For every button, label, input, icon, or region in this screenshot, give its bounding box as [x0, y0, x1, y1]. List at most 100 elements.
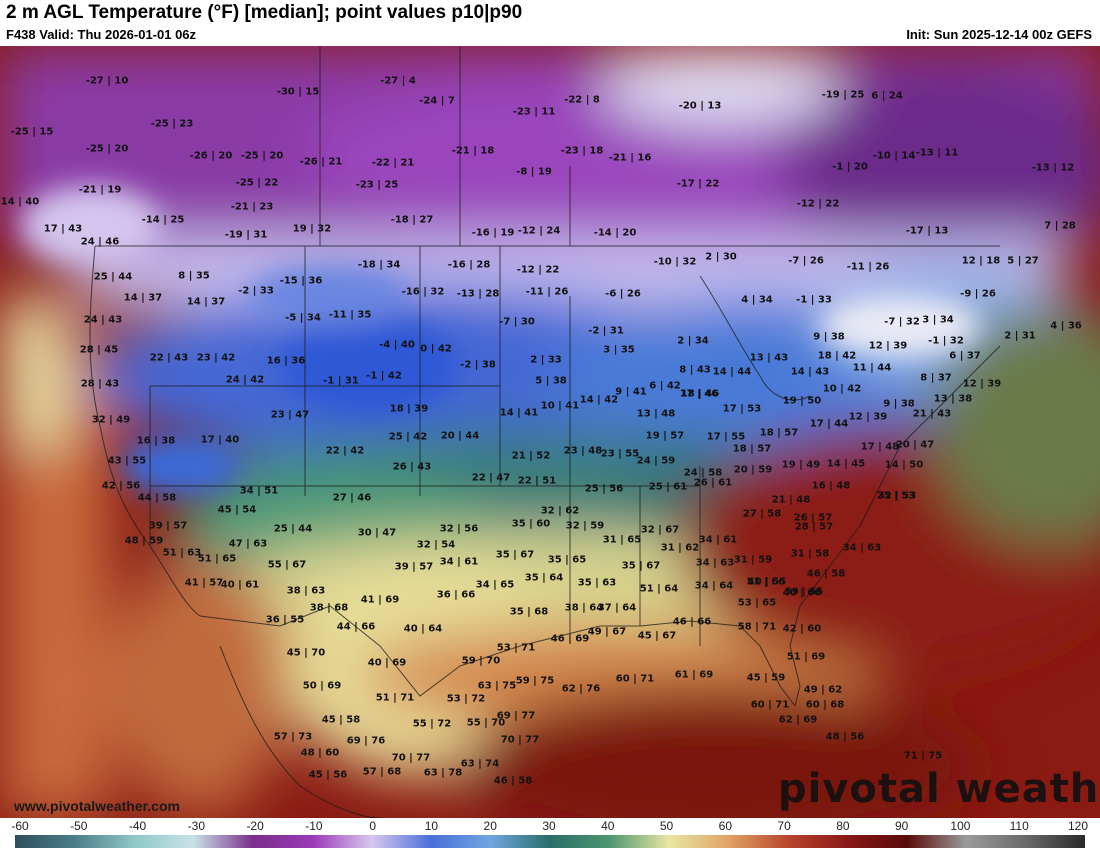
- point-value: 38 | 68: [309, 602, 349, 614]
- point-value: -7 | 30: [499, 316, 535, 328]
- point-value: -11 | 35: [328, 309, 372, 321]
- point-value: 18 | 42: [817, 350, 857, 362]
- point-value: 8 | 43: [679, 364, 711, 376]
- point-value: 19 | 50: [782, 395, 822, 407]
- point-value: 45 | 54: [217, 504, 257, 516]
- point-value: -23 | 11: [512, 106, 556, 118]
- point-value: 19 | 57: [645, 430, 685, 442]
- point-value: -10 | 32: [653, 256, 697, 268]
- point-value: 22 | 43: [149, 352, 189, 364]
- point-value: 32 | 56: [439, 523, 479, 535]
- point-value: -14 | 25: [141, 214, 185, 226]
- point-value: -7 | 32: [884, 316, 920, 328]
- point-value: 7 | 28: [1044, 220, 1076, 232]
- point-value: 24 | 42: [225, 374, 265, 386]
- point-value: -14 | 20: [593, 227, 637, 239]
- point-value: 42 | 56: [101, 480, 141, 492]
- point-value: -20 | 13: [678, 100, 722, 112]
- point-value: 46 | 58: [806, 568, 846, 580]
- point-value: -1 | 42: [366, 370, 402, 382]
- point-value: 31 | 62: [660, 542, 700, 554]
- point-value: 2 | 33: [530, 354, 562, 366]
- point-value: 31 | 65: [602, 534, 642, 546]
- point-value: 26 | 61: [693, 477, 733, 489]
- point-value: 25 | 44: [273, 523, 313, 535]
- point-value: 24 | 58: [683, 467, 723, 479]
- point-value: -2 | 38: [460, 359, 496, 371]
- point-value: 18 | 46: [680, 388, 720, 400]
- point-value: 14 | 42: [579, 394, 619, 406]
- point-value: 51 | 63: [162, 547, 202, 559]
- point-value: -12 | 24: [517, 225, 561, 237]
- point-value: -1 | 31: [323, 375, 359, 387]
- point-value: 50 | 69: [302, 680, 342, 692]
- point-value: -4 | 40: [379, 339, 415, 351]
- point-value: 70 | 77: [391, 752, 431, 764]
- point-value: 51 | 71: [375, 692, 415, 704]
- point-value: 17 | 55: [706, 431, 746, 443]
- point-value: 37 | 64: [597, 602, 637, 614]
- point-value: 3 | 34: [922, 314, 954, 326]
- point-value: 32 | 59: [565, 520, 605, 532]
- point-value: 49 | 67: [587, 626, 627, 638]
- point-value: 14 | 50: [884, 459, 924, 471]
- point-value: 24 | 59: [636, 455, 676, 467]
- point-value: -8 | 19: [516, 166, 552, 178]
- point-value: 51 | 65: [197, 553, 237, 565]
- point-value: -18 | 34: [357, 259, 401, 271]
- point-value: 17 | 43: [43, 223, 83, 235]
- point-value: 17 | 46: [679, 388, 719, 400]
- point-value: 32 | 54: [416, 539, 456, 551]
- colorbar-tick-label: 30: [542, 819, 556, 833]
- point-value: -7 | 26: [788, 255, 824, 267]
- point-value: 16 | 48: [811, 480, 851, 492]
- point-value: 40 | 69: [367, 657, 407, 669]
- point-value: 40 | 55: [747, 576, 787, 588]
- point-value: 25 | 61: [648, 481, 688, 493]
- colorbar-tick-label: -30: [187, 819, 205, 833]
- point-value: -23 | 18: [560, 145, 604, 157]
- point-value: -26 | 21: [299, 156, 343, 168]
- point-value: 40 | 64: [403, 623, 443, 635]
- point-value: 55 | 70: [466, 717, 506, 729]
- colorbar-tick-label: 100: [950, 819, 971, 833]
- point-value: 2 | 30: [705, 251, 737, 263]
- point-value: -12 | 22: [516, 264, 560, 276]
- valid-time: F438 Valid: Thu 2026-01-01 06z: [6, 27, 197, 42]
- point-value: -6 | 26: [605, 288, 641, 300]
- colorbar-tick-label: 90: [894, 819, 909, 833]
- point-value: 9 | 38: [883, 398, 915, 410]
- point-value: -16 | 28: [447, 259, 491, 271]
- point-value: 17 | 40: [200, 434, 240, 446]
- point-value: 23 | 48: [563, 445, 603, 457]
- colorbar-tick-label: 70: [777, 819, 791, 833]
- map-title: 2 m AGL Temperature (°F) [median]; point…: [6, 2, 523, 23]
- point-value: 58 | 71: [737, 621, 777, 633]
- point-value: 9 | 38: [813, 331, 845, 343]
- point-value: 18 | 57: [732, 443, 772, 455]
- point-value: 51 | 69: [786, 651, 826, 663]
- point-value: 51 | 66: [746, 576, 786, 588]
- point-value: 34 | 64: [694, 580, 734, 592]
- point-value: 48 | 59: [124, 535, 164, 547]
- point-value: 34 | 61: [698, 534, 738, 546]
- point-value: 45 | 70: [286, 647, 326, 659]
- point-value: -1 | 32: [928, 335, 964, 347]
- point-value: -5 | 34: [285, 312, 321, 324]
- point-value: 2 | 34: [677, 335, 709, 347]
- point-value: 46 | 69: [550, 633, 590, 645]
- point-value: 19 | 49: [781, 459, 821, 471]
- colorbar: -60 -50 -40 -30 -20 -10 0 10 20 30 40 50 60 70 80 90 100…: [0, 818, 1100, 850]
- point-value: 35 | 67: [495, 549, 535, 561]
- colorbar-tick-label: 0: [369, 819, 376, 833]
- colorbar-tick-label: -10: [305, 819, 323, 833]
- point-value: -10 | 14: [872, 150, 916, 162]
- point-value: 31 | 59: [733, 554, 773, 566]
- point-value: 14 | 41: [499, 407, 539, 419]
- colorbar-tick-label: 50: [659, 819, 674, 833]
- point-value: -1 | 33: [796, 294, 832, 306]
- point-value: 34 | 65: [475, 579, 515, 591]
- point-value: -15 | 36: [279, 275, 323, 287]
- point-value: 13 | 38: [933, 393, 973, 405]
- point-value: 14 | 44: [712, 366, 752, 378]
